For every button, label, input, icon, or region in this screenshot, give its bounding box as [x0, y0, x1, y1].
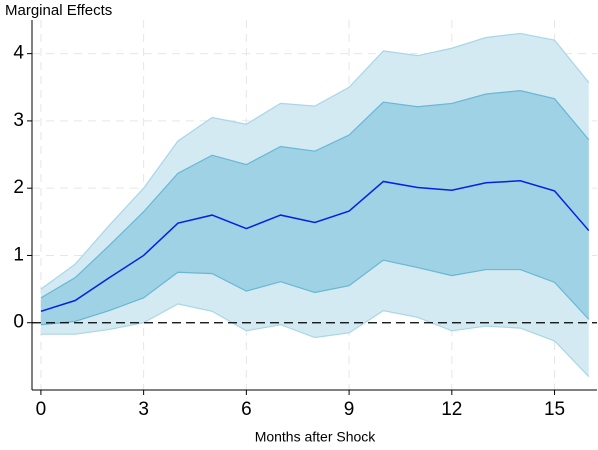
confidence-band: [40, 90, 589, 325]
y-axis-title: Marginal Effects: [5, 2, 112, 19]
band-lower-edge: [40, 259, 590, 326]
x-tick-label: 6: [241, 399, 252, 420]
band-upper-edge: [40, 32, 590, 290]
y-tick-label: 1: [13, 244, 24, 265]
band-upper-edge: [40, 90, 590, 299]
band-lower-edge: [40, 303, 590, 377]
x-tick-label: 15: [544, 399, 565, 420]
y-tick-label: 4: [13, 43, 24, 64]
y-tick-label: 3: [13, 110, 24, 131]
x-tick-label: 12: [441, 399, 462, 420]
estimate-line: [40, 180, 590, 313]
y-tick-label: 2: [13, 177, 24, 198]
x-tick-label: 3: [138, 399, 149, 420]
x-tick-label: 0: [36, 399, 47, 420]
x-tick-label: 9: [344, 399, 355, 420]
x-axis-title: Months after Shock: [255, 429, 377, 445]
y-tick-label: 0: [13, 312, 24, 333]
